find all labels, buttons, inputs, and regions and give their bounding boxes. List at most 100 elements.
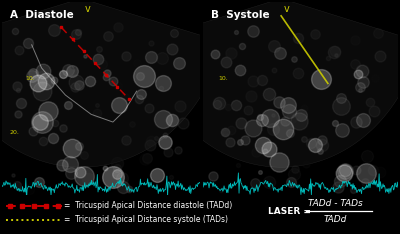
Polygon shape xyxy=(142,0,400,167)
Point xyxy=(377,170,383,174)
Point xyxy=(356,88,363,92)
Point xyxy=(162,134,168,137)
Point xyxy=(50,78,57,82)
Point xyxy=(134,62,141,65)
Point xyxy=(38,89,45,92)
Point xyxy=(214,102,220,106)
Point xyxy=(126,187,132,191)
Point xyxy=(295,71,301,75)
Point xyxy=(105,34,111,38)
Point xyxy=(371,109,378,113)
Point xyxy=(312,32,318,36)
Point xyxy=(26,187,32,190)
Point xyxy=(270,68,277,72)
Point xyxy=(301,106,308,110)
Text: v: v xyxy=(84,4,90,14)
Point xyxy=(16,48,22,51)
Point xyxy=(12,29,19,32)
Point xyxy=(95,48,102,51)
Point xyxy=(319,143,325,147)
Point xyxy=(228,128,234,132)
Point xyxy=(50,136,56,139)
Point xyxy=(133,143,140,147)
Point xyxy=(103,75,110,79)
Point xyxy=(122,54,129,58)
Point xyxy=(352,38,358,42)
Point xyxy=(257,170,263,173)
Point xyxy=(59,163,65,167)
Point xyxy=(43,79,49,83)
Point xyxy=(338,104,344,108)
Point xyxy=(364,154,370,158)
Point xyxy=(72,85,78,88)
Point xyxy=(34,81,41,84)
Point xyxy=(36,180,42,184)
Point xyxy=(300,137,307,141)
Point xyxy=(252,181,258,185)
Point xyxy=(114,172,120,176)
Point xyxy=(372,76,378,80)
Point xyxy=(87,79,94,83)
Point xyxy=(222,130,228,134)
Point xyxy=(250,29,256,33)
Point xyxy=(346,34,352,37)
Point xyxy=(165,150,172,154)
Point xyxy=(154,173,160,177)
Point xyxy=(64,49,70,53)
Point xyxy=(60,72,66,76)
Point xyxy=(136,74,143,78)
Point xyxy=(69,69,75,73)
Point xyxy=(30,107,36,111)
Point xyxy=(241,138,248,142)
Point xyxy=(73,80,79,84)
Point xyxy=(237,140,243,144)
Point xyxy=(152,136,159,140)
Point xyxy=(14,84,20,88)
Point xyxy=(40,69,47,73)
Text: 10.: 10. xyxy=(26,76,36,80)
Point xyxy=(169,47,176,51)
Point xyxy=(52,121,58,125)
Point xyxy=(10,173,17,177)
Point xyxy=(94,103,100,107)
Point xyxy=(256,115,263,119)
Point xyxy=(119,185,126,189)
Point xyxy=(253,150,260,154)
Point xyxy=(258,78,265,82)
Point xyxy=(18,102,24,105)
Point xyxy=(295,37,301,40)
Point xyxy=(360,80,366,84)
Point xyxy=(128,122,135,125)
Point xyxy=(70,64,76,68)
Point xyxy=(69,146,76,150)
Text: B  Systole: B Systole xyxy=(211,10,270,20)
Point xyxy=(270,127,276,131)
Point xyxy=(119,176,126,179)
Point xyxy=(341,171,348,175)
Point xyxy=(298,113,305,117)
Point xyxy=(266,147,273,150)
Point xyxy=(235,163,242,167)
Point xyxy=(39,120,45,124)
Point xyxy=(290,172,297,176)
Point xyxy=(369,112,375,115)
Point xyxy=(77,170,84,174)
Point xyxy=(244,108,251,112)
Point xyxy=(25,41,31,44)
Text: TADd: TADd xyxy=(324,215,347,224)
Point xyxy=(341,168,348,172)
Point xyxy=(339,128,346,132)
Point xyxy=(146,106,152,110)
Point xyxy=(367,100,373,103)
Point xyxy=(45,109,51,112)
Point xyxy=(290,57,297,61)
Point xyxy=(39,75,45,79)
Point xyxy=(14,183,20,187)
Point xyxy=(319,138,326,142)
Point xyxy=(115,84,121,88)
Point xyxy=(276,100,282,104)
Point xyxy=(238,44,245,48)
Point xyxy=(81,174,87,178)
Text: TADd - TADs: TADd - TADs xyxy=(308,199,363,208)
Point xyxy=(285,103,292,106)
